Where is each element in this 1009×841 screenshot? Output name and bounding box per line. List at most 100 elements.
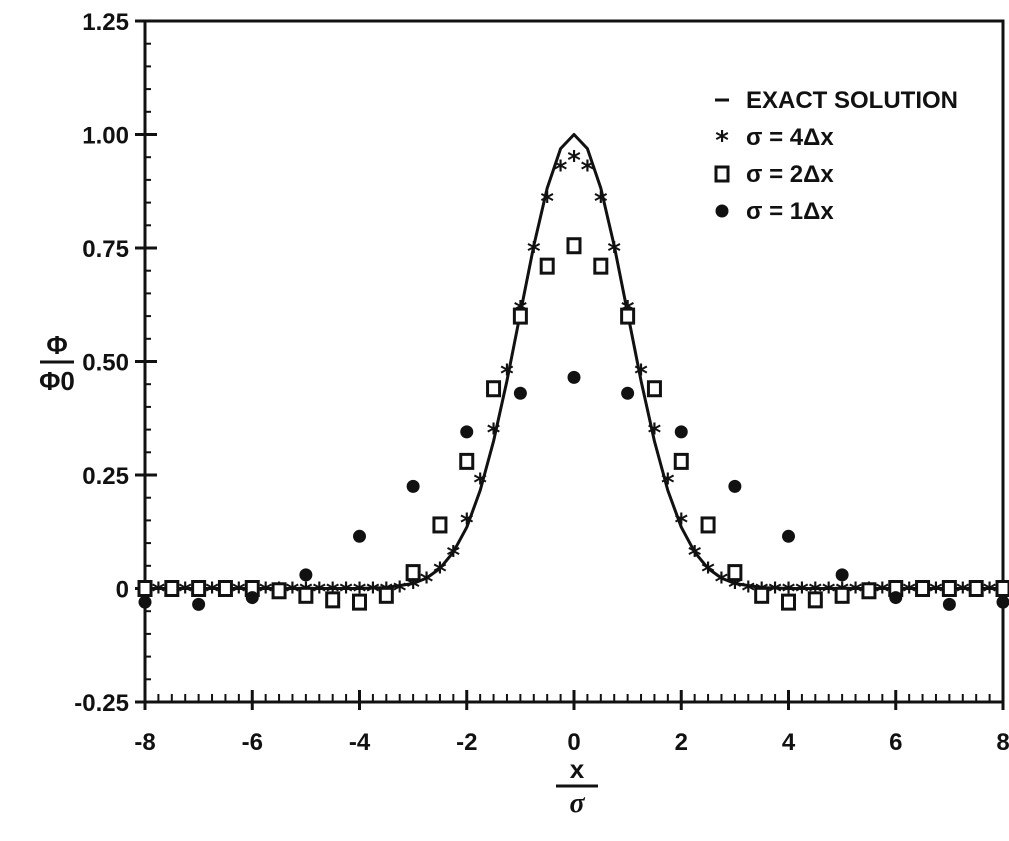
data-point-star: * [554,155,568,185]
data-point-square [432,516,448,534]
data-point-square [700,516,716,534]
data-point-square [915,580,931,597]
legend-label: σ = 4Δx [746,124,834,151]
data-point-star: * [447,541,461,571]
data-point-circle [513,386,527,400]
data-point-star: * [594,187,608,217]
data-point-star: * [929,578,943,608]
data-point-circle [353,529,366,543]
data-point-star: * [232,578,246,608]
data-point-square [271,582,287,600]
data-point-star: * [876,578,890,608]
data-point-square [325,591,341,609]
x-tick-label: -2 [456,729,477,756]
data-point-square [673,452,689,470]
data-point-circle [996,595,1009,609]
data-point-star: * [607,237,621,267]
data-point-star: * [393,577,407,607]
data-point-star: * [178,578,192,608]
legend-marker-square [714,165,730,183]
data-point-circle [138,595,152,609]
data-point-square [754,586,770,604]
data-point-star: * [366,578,380,608]
data-point-square [298,586,314,604]
data-point-square [405,564,421,582]
x-tick-label: 8 [996,729,1009,756]
data-point-star: * [433,558,447,588]
data-point-star: * [339,578,353,608]
legend-entry: EXACT SOLUTION [715,87,958,114]
data-point-star: * [473,469,487,499]
data-point-square [646,380,662,398]
data-point-circle [942,597,956,611]
y-tick-label: 1.00 [82,123,129,150]
y-axis-label: Φ Φ0 [39,330,75,396]
data-point-star: * [259,578,273,608]
data-point-square [593,257,609,275]
data-point-square [834,586,850,604]
data-point-star: * [688,541,702,571]
data-point-square [378,586,394,604]
y-tick-label: 0.75 [82,236,129,263]
series-3 [137,237,1009,611]
major-ticks [135,19,1005,710]
data-point-star: * [634,360,648,390]
data-point-square [486,380,502,398]
y-tick-label: 0.50 [82,350,129,377]
x-tick-labels: -8 -6 -4 -2 0 2 4 6 8 [134,729,1009,756]
data-point-circle [192,597,206,611]
x-tick-label: 4 [782,729,796,756]
data-point-star: * [741,577,755,607]
y-tick-labels: -0.25 0 0.25 0.50 0.75 1.00 1.25 [74,9,129,717]
data-point-star: * [500,360,514,390]
legend-marker-star: * [715,126,729,156]
data-point-square [512,307,528,325]
data-point-square [539,257,555,275]
data-point-star: * [983,578,997,608]
x-tick-label: -6 [242,729,263,756]
data-point-circle [728,479,742,493]
data-point-square [727,564,743,582]
legend-label: σ = 2Δx [746,161,834,188]
data-point-square [459,452,475,470]
data-point-star: * [715,568,729,598]
data-point-square [164,580,180,597]
y-tick-label: 0 [116,577,129,604]
data-point-square [620,307,636,325]
data-point-square [861,582,877,600]
data-point-square [941,580,957,597]
data-point-square [352,593,367,611]
data-point-star: * [768,578,782,608]
data-point-star: * [152,578,166,608]
data-point-circle [299,568,313,582]
x-tick-label: -4 [349,729,371,756]
y-tick-label: 0.25 [82,463,129,490]
data-point-circle [406,479,420,493]
data-point-square [191,580,207,597]
x-tick-label: -8 [134,729,155,756]
data-point-star: * [648,419,662,449]
data-point-star: * [540,187,554,217]
data-point-star: * [956,578,970,608]
data-point-star: * [527,237,541,267]
legend-entry: σ = 1Δx [715,198,834,225]
data-point-star: * [902,578,916,608]
data-point-star: * [674,508,688,538]
data-point-star: * [661,469,675,499]
x-axis-label-numerator: x [570,754,585,784]
minor-ticks [144,20,1004,703]
x-tick-label: 6 [889,729,902,756]
x-axis-label-denominator: σ [569,788,585,819]
data-point-star: * [849,578,863,608]
data-point-circle [460,425,474,439]
data-point-star: * [567,146,581,176]
data-point-square [995,580,1009,597]
data-point-circle [889,591,903,605]
x-tick-label: 0 [567,729,580,756]
data-point-star: * [701,558,715,588]
data-point-square [566,237,582,255]
data-point-circle [782,529,795,543]
data-point-square [807,591,823,609]
data-point-square [217,580,233,597]
